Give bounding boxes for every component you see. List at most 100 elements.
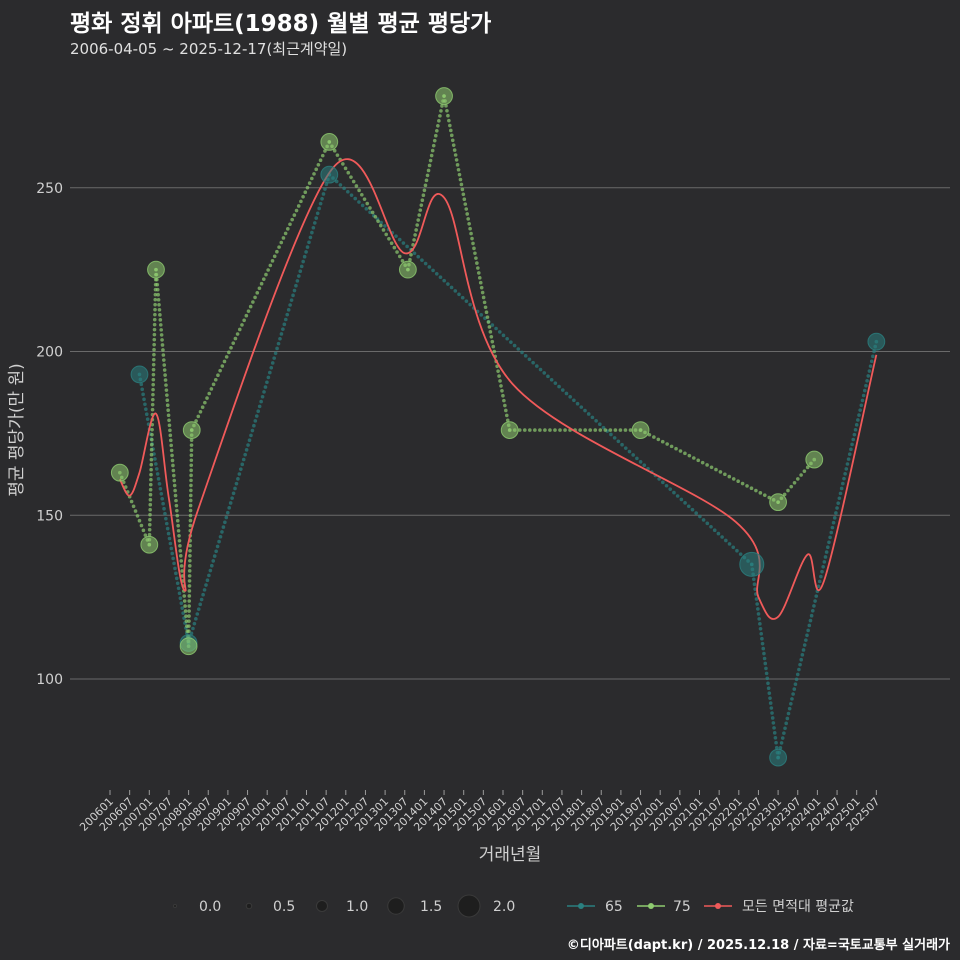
series-75-trend-dot <box>147 527 152 532</box>
series-65-trend-dot <box>642 463 647 468</box>
series-75-trend-dot <box>286 227 290 231</box>
series-75-trend-dot <box>188 518 193 523</box>
series-65-trend-dot <box>199 597 204 602</box>
series-65-trend-dot <box>683 501 687 505</box>
series-75-trend-dot <box>354 184 359 188</box>
series-75-trend-dot <box>281 236 286 240</box>
series-65-trend-dot <box>724 538 728 543</box>
series-75-trend-dot <box>187 629 191 633</box>
series-75-trend-dot <box>194 419 198 423</box>
series-75-trend-dot <box>563 428 567 432</box>
series-75-trend-dot <box>415 223 419 227</box>
series-65-trend-dot <box>668 487 673 491</box>
series-65-trend-dot <box>170 551 175 556</box>
series-75-trend-dot <box>419 203 424 207</box>
series-65-trend-dot <box>869 359 874 364</box>
series-75-trend-dot <box>413 233 417 237</box>
series-75-trend-dot <box>665 442 669 446</box>
series-75-trend-dot <box>182 599 187 603</box>
series-75-trend-dot <box>161 348 165 352</box>
series-75-trend-dot <box>412 238 416 242</box>
series-65-trend-dot <box>523 354 528 358</box>
series-75-trend-dot <box>613 428 618 432</box>
series-75-trend-dot <box>152 317 157 322</box>
series-75-trend-dot <box>487 325 492 329</box>
series-75-trend-dot <box>163 378 168 382</box>
series-65-trend-dot <box>162 506 166 511</box>
series-65-trend-dot <box>310 230 314 235</box>
series-65-trend-dot <box>457 292 461 297</box>
series-75-trend-dot <box>151 367 156 372</box>
series-65-trend-dot <box>201 592 205 597</box>
legend-key-dot <box>648 903 654 909</box>
series-65-trend-dot <box>872 349 876 354</box>
series-65-trend-dot <box>762 651 766 656</box>
series-65-trend-dot <box>357 200 361 204</box>
series-75-trend-dot <box>458 177 463 182</box>
series-65-trend-dot <box>712 528 717 532</box>
series-65-trend-dot <box>791 692 795 696</box>
series-65-trend-dot <box>830 525 835 530</box>
series-75-trend-dot <box>470 236 474 241</box>
series-65-trend-dot <box>434 271 439 276</box>
series-65-trend-dot <box>208 568 213 573</box>
series-75-trend-dot <box>718 470 723 474</box>
series-65-trend-dot <box>841 481 845 486</box>
series-65-trend-dot <box>212 554 217 558</box>
series-65-trend-dot <box>223 520 227 525</box>
series-75-trend-dot <box>148 502 153 507</box>
series-75-trend-dot <box>429 153 434 158</box>
y-tick-labels: 100 150 200 250 <box>36 181 63 688</box>
series-65-trend-dot <box>272 356 276 360</box>
series-75-trend-dot <box>153 302 157 307</box>
series-65-trend-dot <box>612 436 617 440</box>
series-75-trend-dot <box>131 504 136 509</box>
series-75-trend-dot <box>187 599 192 603</box>
series-75-trend-dot <box>318 158 323 162</box>
series-75-trend-dot <box>283 231 288 236</box>
series-65-trend-dot <box>783 726 787 731</box>
series-75-trend-dot <box>623 428 628 432</box>
series-65-trend-dot <box>259 399 263 404</box>
series-65-trend-dot <box>661 480 665 485</box>
series-75-trend-dot <box>305 185 310 190</box>
series-75-trend-dot <box>473 251 477 256</box>
series-75-trend-dot <box>357 188 361 193</box>
series-75-trend-dot <box>454 158 459 162</box>
series-75-trend-dot <box>660 439 665 444</box>
series-65-trend-dot <box>246 443 250 447</box>
series-65-trend-dot <box>168 541 173 546</box>
series-75-trend-dot <box>754 488 758 493</box>
series-75-trend-dot <box>257 286 262 291</box>
series-75-trend-dot <box>578 428 582 432</box>
series-75-trend-dot <box>170 458 175 463</box>
series-75-trend-dot <box>360 192 364 197</box>
series-75-trend-dot <box>504 408 508 413</box>
grid <box>70 187 950 680</box>
series-75-trend-dot <box>453 153 458 157</box>
series-75-trend-dot <box>164 383 168 387</box>
series-65-trend-dot <box>549 377 554 382</box>
series-average-line <box>119 158 878 620</box>
series-75-trend-dot <box>162 363 167 367</box>
series-75-trend-dot <box>189 438 194 442</box>
series-75-trend <box>118 94 817 649</box>
series-75-trend-dot <box>178 549 183 553</box>
series-75-trend-dot <box>498 379 502 383</box>
series-75-trend-dot <box>484 310 489 315</box>
series-75-trend-dot <box>400 259 405 263</box>
series-75-trend-dot <box>436 124 440 128</box>
series-65-trend-dot <box>314 216 319 220</box>
series-65-trend-dot <box>764 666 768 671</box>
series-65-trend-dot <box>315 211 320 216</box>
series-65-trend-dot <box>579 405 584 409</box>
series-75-trend-dot <box>149 442 154 447</box>
series-75-trend-dot <box>184 614 188 618</box>
series-75-trend-dot <box>446 113 450 118</box>
series-75-trend-dot <box>598 428 603 432</box>
series-75-trend-dot <box>179 559 184 563</box>
series-75-trend-dot <box>129 499 134 504</box>
series-65-trend-dot <box>178 596 183 601</box>
series-65-trend-dot <box>189 631 194 636</box>
